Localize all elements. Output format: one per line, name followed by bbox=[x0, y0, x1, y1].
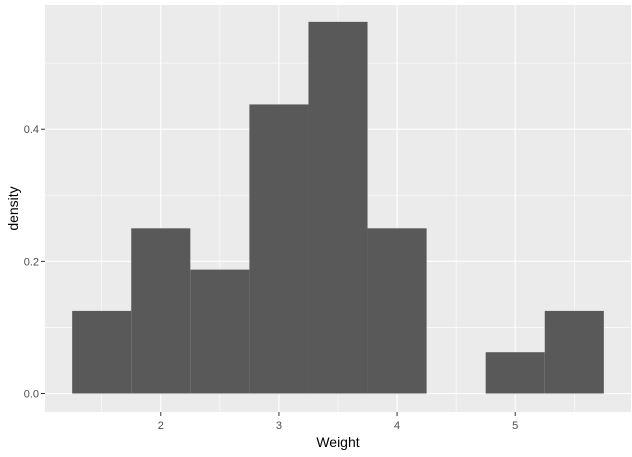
histogram-bar bbox=[131, 228, 191, 394]
histogram-bar bbox=[485, 352, 545, 394]
histogram-bar bbox=[367, 228, 427, 394]
y-tick-label: 0.2 bbox=[24, 256, 39, 268]
x-tick-label: 5 bbox=[512, 420, 518, 432]
histogram-bar bbox=[190, 269, 250, 394]
x-axis-ticks: 2 3 4 5 bbox=[158, 412, 518, 432]
histogram-bar bbox=[72, 310, 132, 394]
x-tick-label: 4 bbox=[394, 420, 400, 432]
x-tick-label: 2 bbox=[158, 420, 164, 432]
y-axis-ticks: 0.0 0.2 0.4 bbox=[24, 124, 45, 401]
x-tick-label: 3 bbox=[276, 420, 282, 432]
histogram-bar bbox=[544, 310, 604, 394]
histogram-bar bbox=[308, 21, 368, 394]
x-axis-title: Weight bbox=[316, 434, 359, 450]
histogram-bars bbox=[72, 21, 604, 394]
y-tick-label: 0.4 bbox=[24, 124, 39, 136]
histogram-bar bbox=[249, 104, 309, 394]
y-axis-title: density bbox=[5, 186, 21, 230]
y-tick-label: 0.0 bbox=[24, 389, 39, 401]
